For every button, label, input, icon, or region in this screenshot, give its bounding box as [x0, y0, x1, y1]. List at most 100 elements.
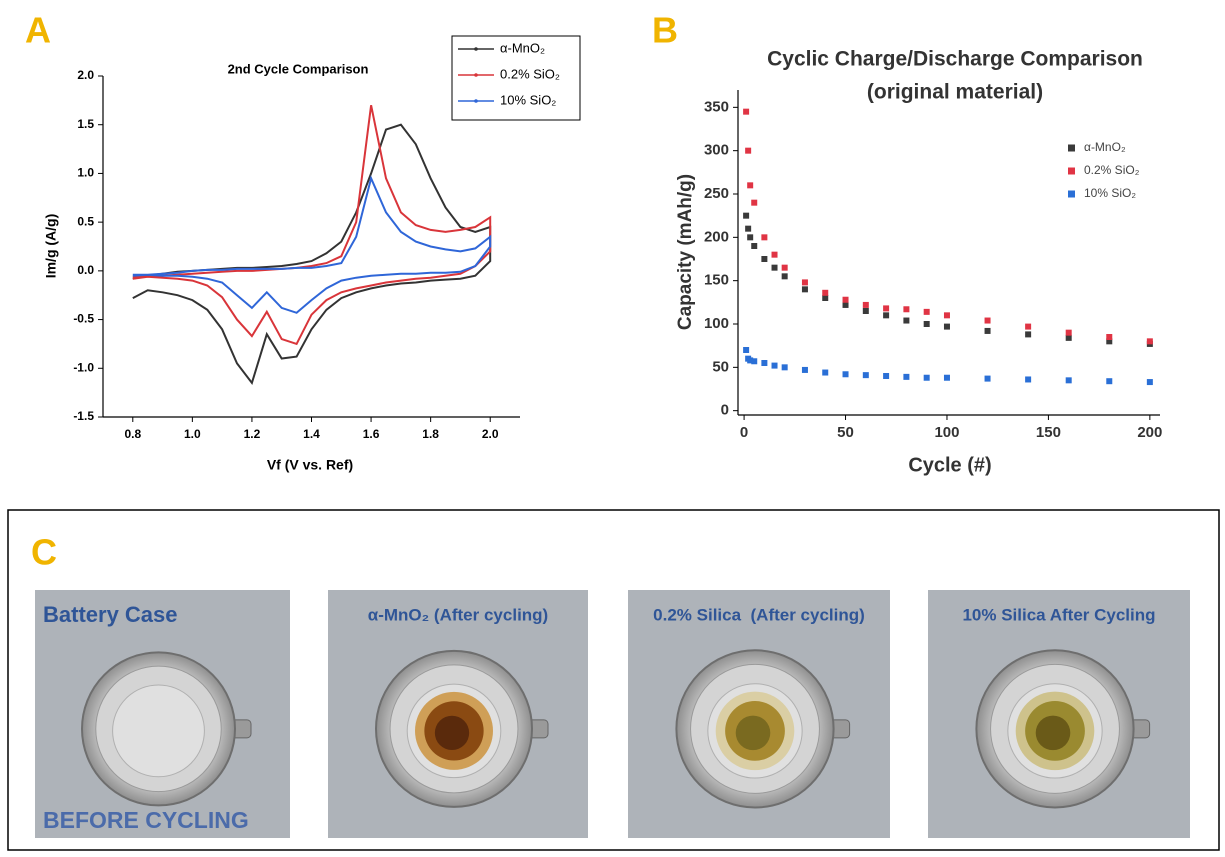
legend-marker [474, 73, 478, 77]
legend-swatch [1068, 191, 1075, 198]
y-tick-label: -0.5 [73, 312, 94, 326]
data-point [1066, 330, 1072, 336]
y-tick-label: -1.5 [73, 409, 94, 423]
data-point [761, 360, 767, 366]
residue [435, 716, 469, 750]
data-point [822, 370, 828, 376]
y-tick-label: 150 [704, 272, 729, 289]
data-point [782, 364, 788, 370]
y-tick-label: 2.0 [77, 68, 94, 82]
data-point [745, 226, 751, 232]
data-point [751, 243, 757, 249]
x-axis-label: Cycle (#) [908, 454, 991, 476]
data-point [1147, 338, 1153, 344]
data-point [843, 302, 849, 308]
data-line [133, 125, 490, 383]
data-point [782, 265, 788, 271]
data-line [133, 105, 490, 344]
y-tick-label: 250 [704, 185, 729, 202]
data-point [772, 363, 778, 369]
data-point [924, 309, 930, 315]
photo-caption: 10% Silica After Cycling [962, 605, 1155, 624]
x-tick-label: 1.4 [303, 427, 320, 441]
data-point [883, 373, 889, 379]
legend-label: 10% SiO₂ [500, 92, 556, 107]
x-tick-label: 50 [837, 424, 854, 441]
data-point [802, 367, 808, 373]
photo-caption: Battery Case [43, 602, 178, 627]
data-point [1025, 324, 1031, 330]
data-point [924, 321, 930, 327]
data-point [747, 234, 753, 240]
data-point [903, 374, 909, 380]
y-tick-label: 1.5 [77, 117, 94, 131]
data-point [843, 297, 849, 303]
data-point [944, 375, 950, 381]
data-point [883, 312, 889, 318]
data-point [1147, 379, 1153, 385]
legend-label: 10% SiO₂ [1084, 186, 1136, 200]
chart-title: Cyclic Charge/Discharge Comparison [767, 48, 1143, 71]
panel-label: C [31, 532, 57, 573]
x-axis-label: Vf (V vs. Ref) [267, 457, 353, 473]
y-tick-label: 300 [704, 142, 729, 159]
data-point [761, 234, 767, 240]
y-axis-label: Im/g (A/g) [43, 214, 59, 279]
data-point [843, 371, 849, 377]
x-tick-label: 150 [1036, 424, 1061, 441]
data-point [1066, 335, 1072, 341]
y-axis-label: Capacity (mAh/g) [675, 174, 696, 330]
data-point [1025, 331, 1031, 337]
data-point [751, 358, 757, 364]
legend-label: 0.2% SiO₂ [500, 66, 560, 81]
legend-label: α-MnO₂ [1084, 140, 1126, 154]
x-tick-label: 1.0 [184, 427, 201, 441]
cup-base [113, 685, 205, 777]
data-point [822, 295, 828, 301]
x-tick-label: 0.8 [124, 427, 141, 441]
figure: A B C -1.5-1.0-0.50.00.51.01.52.00.81.01… [0, 0, 1225, 857]
panel-label: A [25, 10, 51, 51]
data-point [822, 290, 828, 296]
data-point [985, 328, 991, 334]
y-tick-label: 200 [704, 228, 729, 245]
x-tick-label: 100 [934, 424, 959, 441]
data-point [944, 324, 950, 330]
data-point [1106, 334, 1112, 340]
data-point [985, 376, 991, 382]
x-tick-label: 1.8 [422, 427, 439, 441]
y-tick-label: 0 [721, 402, 729, 419]
data-point [802, 279, 808, 285]
legend-label: 0.2% SiO₂ [1084, 163, 1140, 177]
y-tick-label: 50 [712, 358, 729, 375]
data-point [751, 200, 757, 206]
data-point [863, 372, 869, 378]
x-tick-label: 1.6 [363, 427, 380, 441]
x-tick-label: 1.2 [244, 427, 261, 441]
data-point [903, 318, 909, 324]
legend-marker [474, 47, 478, 51]
legend-label: α-MnO₂ [500, 40, 545, 55]
data-point [761, 256, 767, 262]
chart-title: 2nd Cycle Comparison [228, 61, 369, 76]
data-point [1106, 378, 1112, 384]
photo-caption: 0.2% Silica (After cycling) [653, 605, 865, 624]
photo-footer: BEFORE CYCLING [43, 807, 249, 833]
x-tick-label: 2.0 [482, 427, 499, 441]
residue [1036, 716, 1071, 751]
data-point [985, 318, 991, 324]
data-point [944, 312, 950, 318]
x-tick-label: 0 [740, 424, 748, 441]
data-point [863, 302, 869, 308]
y-tick-label: 0.0 [77, 263, 94, 277]
y-tick-label: 350 [704, 98, 729, 115]
data-point [883, 305, 889, 311]
y-tick-label: 1.0 [77, 166, 94, 180]
legend-marker [474, 99, 478, 103]
data-point [863, 308, 869, 314]
y-tick-label: 0.5 [77, 214, 94, 228]
data-line [133, 178, 490, 312]
data-point [903, 306, 909, 312]
panel-label: B [652, 10, 678, 51]
data-point [747, 182, 753, 188]
